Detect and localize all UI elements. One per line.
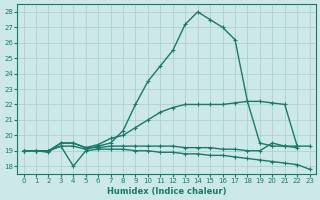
X-axis label: Humidex (Indice chaleur): Humidex (Indice chaleur): [107, 187, 226, 196]
